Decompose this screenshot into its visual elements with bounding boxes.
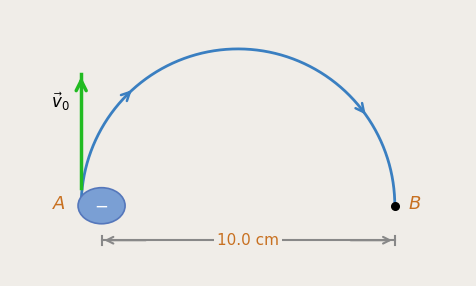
Text: $\vec{v}_0$: $\vec{v}_0$ (51, 91, 70, 114)
Text: A: A (53, 195, 65, 213)
Text: B: B (409, 195, 421, 213)
Ellipse shape (78, 188, 125, 224)
Text: $-$: $-$ (95, 197, 109, 215)
Text: 10.0 cm: 10.0 cm (217, 233, 279, 248)
